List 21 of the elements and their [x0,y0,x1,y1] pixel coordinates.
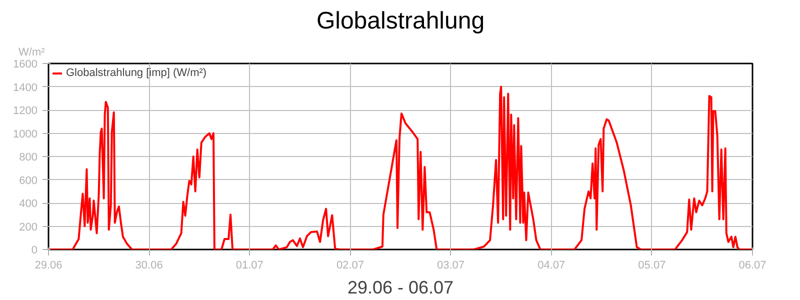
x-tick-label: 29.06 [34,260,62,272]
y-axis-title: W/m² [18,46,46,58]
y-tick-label: 1200 [13,105,38,117]
chart-title: Globalstrahlung [316,8,485,34]
x-tick-label: 01.07 [236,260,264,272]
x-tick-label: 05.07 [638,260,666,272]
y-tick-label: 1600 [13,58,38,70]
x-tick-label: 02.07 [336,260,364,272]
y-tick-label: 200 [19,221,38,234]
y-tick-label: 0 [31,244,38,256]
legend-label: Globalstrahlung [imp] (W/m²) [66,67,207,79]
y-tick-label: 1000 [13,128,38,140]
x-tick-label: 30.06 [135,260,163,272]
x-tick-label: 04.07 [538,260,566,272]
y-tick-label: 400 [19,198,38,210]
x-tick-label: 03.07 [437,260,465,272]
y-tick-label: 800 [19,152,38,164]
y-tick-label: 600 [19,174,38,187]
y-tick-label: 1400 [13,82,38,94]
x-axis-title: 29.06 - 06.07 [347,278,454,298]
x-tick-label: 06.07 [738,260,766,272]
